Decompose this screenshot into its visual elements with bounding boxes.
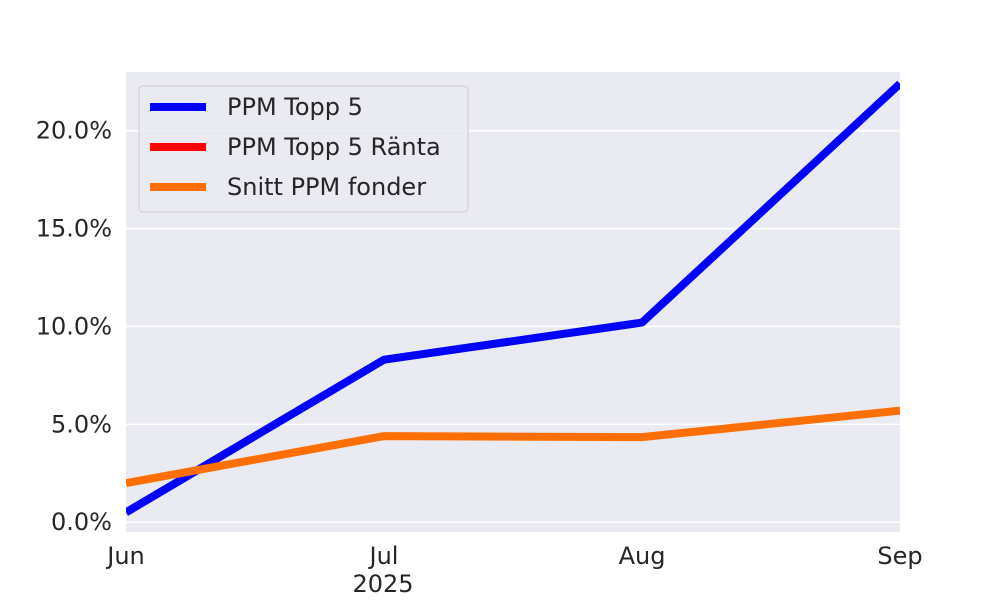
series-line xyxy=(126,406,900,488)
legend-box xyxy=(138,85,469,213)
x-tick-label: Aug xyxy=(619,542,666,570)
series-line xyxy=(126,80,900,516)
x-axis: 2025 Jun Jul Aug Sep xyxy=(105,542,922,598)
x-tick-label: Jul xyxy=(368,542,399,570)
legend-label: Snitt PPM fonder xyxy=(227,173,426,201)
x-tick-label: Sep xyxy=(877,542,922,570)
series-layer xyxy=(126,80,900,517)
x-tick-label: Jun xyxy=(105,542,145,570)
y-tick-label: 20.0% xyxy=(36,117,112,145)
legend-label: PPM Topp 5 xyxy=(227,93,363,121)
grid xyxy=(126,129,900,523)
legend: PPM Topp 5 PPM Topp 5 Ränta Snitt PPM fond… xyxy=(138,85,469,213)
y-tick-label: 10.0% xyxy=(36,312,112,340)
y-tick-label: 5.0% xyxy=(51,410,112,438)
y-tick-label: 15.0% xyxy=(36,215,112,243)
x-year-label: 2025 xyxy=(352,570,413,598)
legend-label: PPM Topp 5 Ränta xyxy=(227,133,441,161)
y-axis: 0.0% 5.0% 10.0% 15.0% 20.0% xyxy=(36,117,112,536)
y-tick-label: 0.0% xyxy=(51,508,112,536)
